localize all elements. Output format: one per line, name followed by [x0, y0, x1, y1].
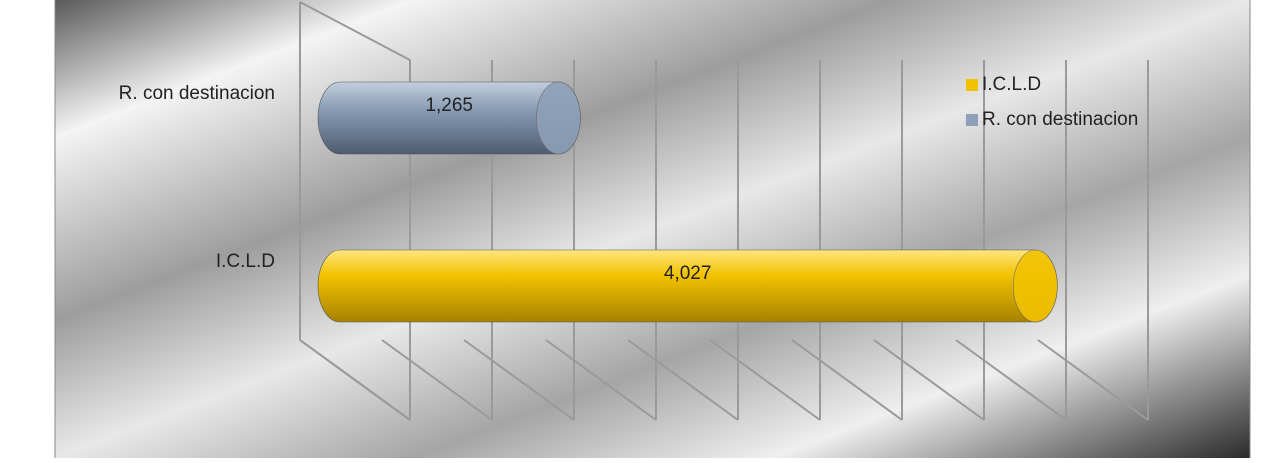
bar-cap — [536, 81, 581, 155]
category-label: I.C.L.D — [216, 251, 275, 272]
legend-swatch — [966, 79, 978, 91]
back-wall — [299, 1, 411, 61]
legend-swatch — [966, 114, 978, 126]
grid-line — [545, 339, 657, 421]
legend-label: R. con destinacion — [982, 109, 1138, 130]
plot-background — [55, 0, 1250, 458]
bar — [317, 249, 1058, 323]
grid-line — [627, 339, 739, 421]
bar-cap — [1013, 249, 1058, 323]
grid-line — [955, 339, 1067, 421]
grid-line — [381, 339, 493, 421]
data-label: 4,027 — [664, 263, 712, 284]
grid-line — [463, 339, 575, 421]
category-label: R. con destinacion — [119, 83, 275, 104]
data-label: 1,265 — [425, 95, 473, 116]
grid-line — [1037, 339, 1149, 421]
legend-label: I.C.L.D — [982, 74, 1041, 95]
grid-line — [873, 339, 985, 421]
grid-line — [791, 339, 903, 421]
grid-line — [709, 339, 821, 421]
marks: 1,265 R. con destinacion 4,027 I.C.L.D I.C.L… — [119, 74, 1138, 323]
grid-line — [299, 339, 411, 421]
